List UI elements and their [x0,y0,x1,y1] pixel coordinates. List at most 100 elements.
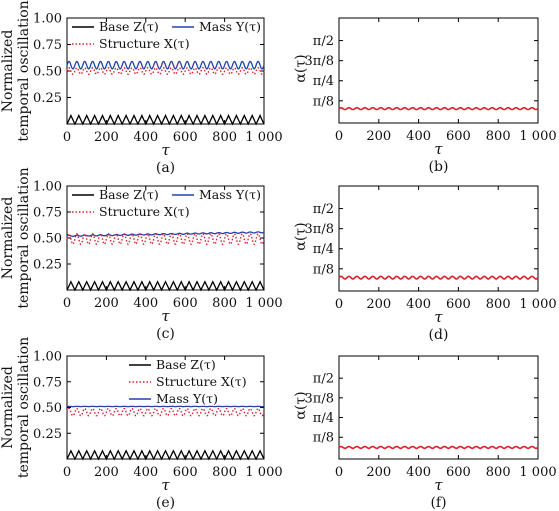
y-axis-label-line2: temporal oscillation [16,167,32,308]
y-axis-label-line1: Normalized [0,197,16,280]
x-tick-label: 0 [335,129,343,144]
panel-f: 0 200 400 600 800 1 000 π/8 π/4 3π/8 π/2 τ(f) α(τ) [293,355,557,511]
y-tick-label: 0.75 [33,375,62,390]
x-tick-label: 1 000 [245,130,282,145]
series-line-base [66,113,265,126]
y-axis-label-line2: temporal oscillation [16,337,32,478]
panel-c: 0 200 400 600 800 1 000 0.25 0.50 0.75 1.00 τ(c) No… [0,167,283,342]
y-axis-label-line1: Normalized [0,30,16,113]
x-tick-label: 600 [446,297,471,312]
legend-label-base: Base Z(τ) [99,187,159,202]
x-tick-label: 400 [406,465,431,480]
x-tick-label: 800 [212,130,237,145]
panel-label: (a) [156,160,175,176]
y-tick-label: 1.00 [33,180,62,195]
panel-d: 0 200 400 600 800 1 000 π/8 π/4 3π/8 π/2 τ(d) α(τ) [293,185,557,343]
y-tick-label: π/2 [313,202,334,217]
y-tick-label: 0.50 [33,65,62,80]
y-tick-label: π/4 [313,411,334,426]
x-tick-label: 400 [406,129,431,144]
series-line-structure [66,66,265,76]
y-tick-label: 3π/8 [305,54,334,69]
x-tick-label: 400 [133,465,158,480]
y-axis-label: α(τ) [293,222,309,250]
legend-label-structure: Structure X(τ) [156,374,247,389]
x-tick-label: 1 000 [245,465,282,480]
x-tick-label: 200 [366,129,391,144]
plot-frame [338,185,539,292]
x-tick-label: 1 000 [519,465,556,480]
legend-label-mass: Mass Y(τ) [199,19,261,34]
x-axis-label: τ [161,307,170,325]
x-axis-label: τ [434,476,443,494]
series-line-alpha [338,275,539,280]
series-line-alpha [338,106,539,111]
panel-label: (e) [156,495,175,511]
x-tick-label: 200 [94,296,119,311]
x-tick-label: 400 [406,297,431,312]
x-tick-label: 600 [446,129,471,144]
y-tick-label: 0.75 [33,206,62,221]
series-line-structure [66,407,265,417]
x-tick-label: 1 000 [519,129,556,144]
panel-b: 0 200 400 600 800 1 000 π/8 π/4 3π/8 π/2 τ(b) α(τ) [293,17,557,175]
x-tick-label: 0 [63,130,71,145]
panel-label: (f) [430,495,446,511]
y-tick-label: 0.50 [33,401,62,416]
x-tick-label: 800 [212,465,237,480]
y-tick-label: π/4 [313,242,334,257]
x-tick-label: 400 [133,130,158,145]
x-tick-label: 1 000 [519,297,556,312]
x-tick-label: 400 [133,296,158,311]
plot-frame [338,17,539,124]
x-tick-label: 800 [486,465,511,480]
y-axis-label: α(τ) [293,54,309,82]
x-axis-label: τ [434,308,443,326]
panel-a: 0 200 400 600 800 1 000 0.25 0.50 0.75 1.00 τ(a) No… [0,0,283,176]
x-tick-label: 600 [173,465,198,480]
y-tick-label: 3π/8 [305,391,334,406]
y-tick-label: π/4 [313,74,334,89]
y-tick-label: π/2 [313,372,334,387]
legend-label-structure: Structure X(τ) [99,36,190,51]
y-tick-label: 3π/8 [305,222,334,237]
x-tick-label: 0 [63,296,71,311]
panel-label: (c) [156,326,175,342]
legend-label-base: Base Z(τ) [99,19,159,34]
legend-label-mass: Mass Y(τ) [199,187,261,202]
x-tick-label: 200 [94,130,119,145]
x-axis-label: τ [161,141,170,159]
y-tick-label: 0.25 [33,91,62,106]
x-tick-label: 0 [335,297,343,312]
x-tick-label: 0 [335,465,343,480]
x-tick-label: 600 [173,296,198,311]
series-line-mass [66,60,265,70]
plot-frame [338,355,539,460]
y-tick-label: 0.25 [33,427,62,442]
panel-label: (d) [429,327,449,343]
series-line-base [66,449,265,461]
x-tick-label: 200 [366,465,391,480]
x-axis-label: τ [161,476,170,494]
series-line-alpha [338,445,539,450]
y-axis-label: α(τ) [293,391,309,419]
y-tick-label: π/8 [313,94,334,109]
x-tick-label: 600 [173,130,198,145]
y-tick-label: 1.00 [33,12,62,27]
y-axis-label-line1: Normalized [0,366,16,449]
series-line-base [66,280,265,292]
x-tick-label: 200 [94,465,119,480]
series-line-structure [66,232,265,246]
y-tick-label: 0.75 [33,38,62,53]
x-tick-label: 1 000 [245,296,282,311]
y-axis-label-line2: temporal oscillation [16,0,32,141]
x-tick-label: 600 [446,465,471,480]
panel-e: 0.25 0.50 0.75 1.00 τ(e) Normalized temporal o… [0,337,265,511]
y-tick-label: 0.50 [33,232,62,247]
legend-label-mass: Mass Y(τ) [156,391,218,406]
legend-label-base: Base Z(τ) [156,357,216,372]
y-tick-label: π/8 [313,431,334,446]
x-tick-label: 0 [63,465,71,480]
y-tick-label: π/2 [313,34,334,49]
